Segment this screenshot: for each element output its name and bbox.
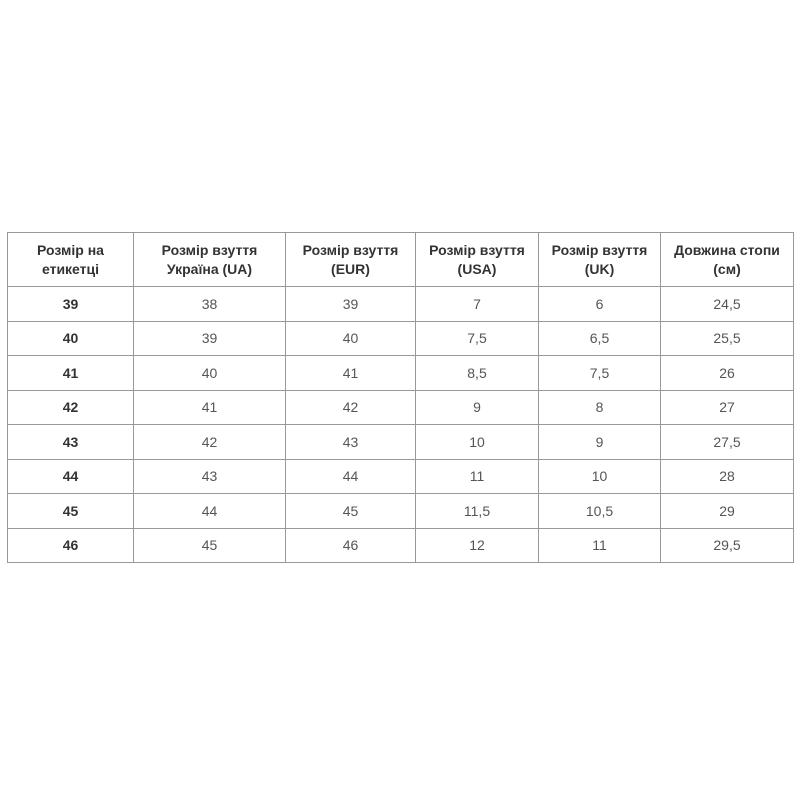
table-cell: 39 <box>133 320 286 356</box>
label-size-cell: 41 <box>7 355 134 391</box>
table-row: 46 45 46 12 11 29,5 <box>7 527 794 563</box>
table-row: 45 44 45 11,5 10,5 29 <box>7 493 794 529</box>
size-chart-table: Розмір на етикетці Розмір взуття Україна … <box>7 232 794 563</box>
label-size-cell: 44 <box>7 458 134 494</box>
label-size-cell: 39 <box>7 286 134 322</box>
table-cell: 40 <box>285 320 416 356</box>
table-cell: 9 <box>538 424 661 460</box>
label-size-cell: 43 <box>7 424 134 460</box>
table-cell: 44 <box>285 458 416 494</box>
table-cell: 29,5 <box>660 527 794 563</box>
label-size-cell: 42 <box>7 389 134 425</box>
table-cell: 43 <box>285 424 416 460</box>
table-cell: 39 <box>285 286 416 322</box>
column-header: Розмір взуття Україна (UA) <box>133 232 286 287</box>
table-cell: 26 <box>660 355 794 391</box>
table-cell: 29 <box>660 493 794 529</box>
table-row: 43 42 43 10 9 27,5 <box>7 424 794 460</box>
table-cell: 8 <box>538 389 661 425</box>
table-cell: 24,5 <box>660 286 794 322</box>
table-cell: 8,5 <box>415 355 539 391</box>
column-header: Розмір взуття (UK) <box>538 232 661 287</box>
table-cell: 7,5 <box>538 355 661 391</box>
table-cell: 10 <box>538 458 661 494</box>
table-cell: 7,5 <box>415 320 539 356</box>
label-size-cell: 46 <box>7 527 134 563</box>
table-cell: 11 <box>538 527 661 563</box>
label-size-cell: 40 <box>7 320 134 356</box>
table-cell: 25,5 <box>660 320 794 356</box>
table-row: 42 41 42 9 8 27 <box>7 389 794 425</box>
table-cell: 27,5 <box>660 424 794 460</box>
column-header: Розмір взуття (USA) <box>415 232 539 287</box>
table-cell: 41 <box>133 389 286 425</box>
table-cell: 10 <box>415 424 539 460</box>
table-cell: 11 <box>415 458 539 494</box>
table-cell: 38 <box>133 286 286 322</box>
table-cell: 42 <box>133 424 286 460</box>
table-row: 41 40 41 8,5 7,5 26 <box>7 355 794 391</box>
header-row: Розмір на етикетці Розмір взуття Україна … <box>7 232 794 287</box>
table-cell: 6,5 <box>538 320 661 356</box>
table-cell: 28 <box>660 458 794 494</box>
column-header: Розмір взуття (EUR) <box>285 232 416 287</box>
table-cell: 40 <box>133 355 286 391</box>
table-cell: 12 <box>415 527 539 563</box>
label-size-cell: 45 <box>7 493 134 529</box>
table-cell: 45 <box>133 527 286 563</box>
table-cell: 44 <box>133 493 286 529</box>
table-cell: 11,5 <box>415 493 539 529</box>
table-cell: 42 <box>285 389 416 425</box>
table-row: 39 38 39 7 6 24,5 <box>7 286 794 322</box>
table-cell: 6 <box>538 286 661 322</box>
table-cell: 43 <box>133 458 286 494</box>
table-cell: 10,5 <box>538 493 661 529</box>
column-header: Довжина стопи (см) <box>660 232 794 287</box>
table-row: 40 39 40 7,5 6,5 25,5 <box>7 320 794 356</box>
table-row: 44 43 44 11 10 28 <box>7 458 794 494</box>
table-cell: 41 <box>285 355 416 391</box>
table-cell: 27 <box>660 389 794 425</box>
column-header: Розмір на етикетці <box>7 232 134 287</box>
table-cell: 7 <box>415 286 539 322</box>
table-cell: 9 <box>415 389 539 425</box>
table-cell: 46 <box>285 527 416 563</box>
table-cell: 45 <box>285 493 416 529</box>
